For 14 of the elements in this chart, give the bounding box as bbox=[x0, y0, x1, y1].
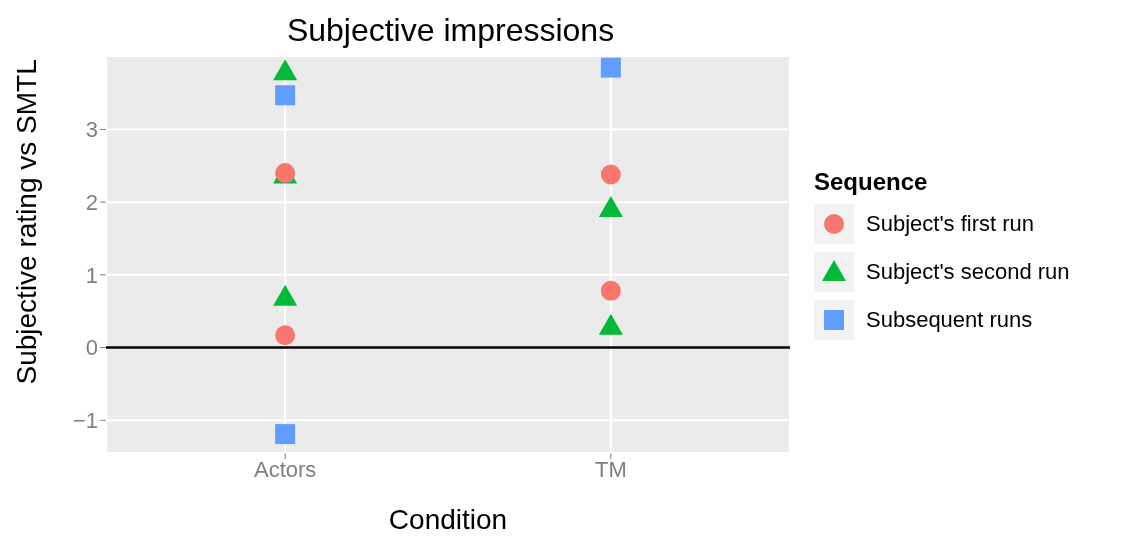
y-tick-label: 0 bbox=[85, 335, 98, 361]
chart-title: Subjective impressions bbox=[285, 11, 616, 50]
y-tick-label: 2 bbox=[85, 189, 98, 215]
legend-title: Sequence bbox=[814, 167, 929, 196]
legend-label: Subject's first run bbox=[866, 210, 1035, 237]
y-tick-label: 3 bbox=[85, 117, 98, 143]
x-tick-label: TM bbox=[594, 456, 627, 482]
y-tick-label: 1 bbox=[85, 262, 98, 288]
y-axis-title: Subjective rating vs SMTL bbox=[10, 59, 42, 385]
legend-label: Subject's second run bbox=[866, 258, 1070, 285]
x-axis-title: Condition bbox=[388, 504, 508, 535]
legend-label: Subsequent runs bbox=[866, 306, 1033, 333]
x-tick-label: Actors bbox=[253, 456, 317, 482]
y-tick-label: −1 bbox=[72, 408, 98, 434]
